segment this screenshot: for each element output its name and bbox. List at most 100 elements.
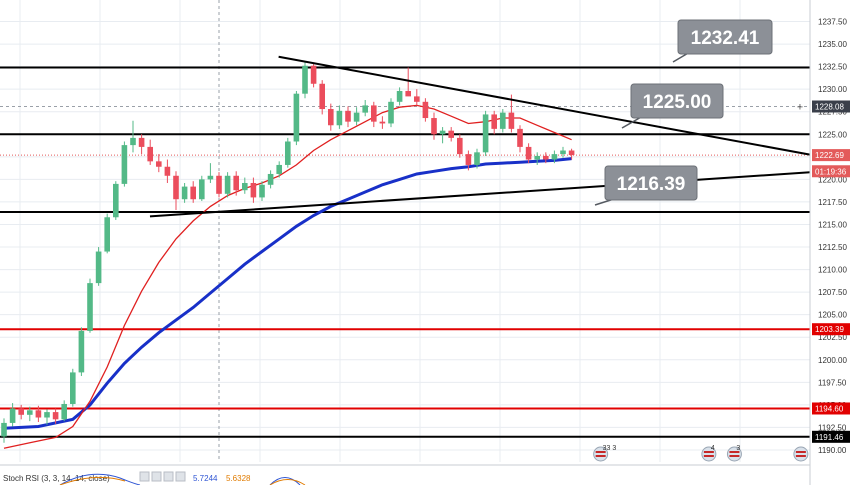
crosshair: [0, 0, 810, 462]
candle-body: [233, 175, 239, 191]
candle-body: [517, 128, 523, 147]
price-tick-label: 1237.50: [818, 18, 847, 27]
candle-body: [138, 137, 145, 147]
candle-body: [44, 412, 50, 418]
candle-body: [276, 164, 282, 174]
candle-body: [27, 410, 33, 415]
indicator-controls[interactable]: [139, 471, 186, 482]
trend-line[interactable]: [278, 55, 813, 157]
candle-body: [336, 110, 343, 126]
eye-icon[interactable]: [139, 471, 150, 482]
price-badge[interactable]: [812, 430, 850, 443]
candle-body: [1, 422, 7, 437]
candle-body: [431, 118, 437, 135]
us-flag-icon[interactable]: [701, 446, 717, 462]
price-tick-label: 1212.50: [818, 243, 847, 252]
stoch-k-line: [269, 477, 301, 485]
candle-body: [250, 182, 257, 198]
candle-body: [164, 166, 171, 176]
candle-body: [267, 173, 274, 185]
fast-moving-average-line: [3, 104, 572, 449]
candle-body: [190, 186, 196, 200]
candle-body: [113, 183, 119, 218]
indicator-header: Stoch RSI (3, 3, 14, 14, close) 5.7244 5…: [3, 471, 306, 485]
candle-body: [508, 112, 515, 129]
candle-body: [353, 112, 360, 122]
event-markers[interactable]: 33 3 4 3: [593, 445, 809, 462]
more-icon[interactable]: [175, 471, 186, 482]
candle-body: [18, 408, 24, 415]
stoch-d-line: [59, 476, 126, 485]
price-callout[interactable]: 1232.41: [672, 19, 773, 63]
candle-body: [156, 161, 162, 167]
candle-body: [525, 146, 532, 160]
event-marker[interactable]: 3: [726, 445, 742, 462]
price-tick-label: 1215.00: [818, 220, 847, 229]
price-tick-label: 1192.50: [818, 423, 847, 432]
flag-stripe: [703, 451, 714, 453]
price-badge[interactable]: [812, 323, 850, 336]
indicator-name: Stoch RSI (3, 3, 14, 14, close): [3, 474, 110, 483]
candle-body: [70, 372, 76, 404]
price-tick-label: 1210.00: [818, 266, 847, 275]
price-badge-label: 1222.69: [815, 151, 844, 160]
candle-body: [465, 154, 472, 165]
price-tick-label: 1202.50: [818, 333, 847, 342]
candle-body: [414, 96, 420, 102]
price-axis[interactable]: 1237.501235.001232.501230.001227.501225.…: [797, 0, 852, 485]
candle-body: [482, 114, 489, 153]
settings-icon[interactable]: [151, 471, 162, 482]
flag-stripe: [595, 451, 606, 453]
flag-stripe: [595, 455, 606, 457]
price-callouts[interactable]: 1232.41 1225.00 1216.39: [594, 19, 773, 206]
callout-box[interactable]: [630, 83, 724, 119]
candle-body: [259, 184, 265, 198]
add-alert-icon[interactable]: +: [797, 101, 803, 113]
remove-icon[interactable]: [163, 471, 174, 482]
candle-body: [388, 101, 394, 124]
candle-body: [319, 83, 325, 110]
candle-body: [457, 137, 463, 155]
event-marker[interactable]: 4: [701, 445, 717, 462]
event-marker[interactable]: 33 3: [593, 445, 617, 462]
callout-label: 1216.39: [617, 174, 686, 195]
candle-body: [405, 90, 411, 97]
price-tick-label: 1207.50: [818, 288, 847, 297]
price-tick-label: 1230.00: [818, 85, 847, 94]
price-badge[interactable]: [812, 402, 850, 415]
callout-box[interactable]: [677, 19, 773, 55]
price-callout[interactable]: 1225.00: [621, 83, 724, 129]
candle-body: [224, 175, 231, 194]
event-marker[interactable]: [793, 446, 809, 462]
candle-body: [104, 217, 110, 252]
price-tick-label: 1232.50: [818, 63, 847, 72]
us-flag-icon[interactable]: [726, 446, 742, 462]
candle-body: [52, 412, 59, 420]
indicator-value-d: 5.6328: [226, 474, 251, 483]
price-tick-label: 1200.00: [818, 356, 847, 365]
us-flag-icon[interactable]: [593, 446, 609, 462]
price-callout[interactable]: 1216.39: [594, 165, 698, 206]
flag-stripe: [703, 455, 714, 457]
price-tick-label: 1220.00: [818, 175, 847, 184]
trend-lines[interactable]: [149, 55, 813, 218]
candle-body: [474, 152, 480, 165]
price-badge-label: 1203.39: [815, 325, 844, 334]
price-tick-label: 1217.50: [818, 198, 847, 207]
candle-body: [207, 175, 214, 180]
flag-stripe: [729, 455, 740, 457]
price-badge[interactable]: [812, 149, 850, 162]
trend-line[interactable]: [149, 171, 813, 218]
us-flag-icon[interactable]: [793, 446, 809, 462]
price-badge[interactable]: [812, 165, 850, 178]
candle-body: [35, 410, 42, 418]
candle-body: [568, 150, 575, 156]
price-tick-label: 1235.00: [818, 40, 847, 49]
candle-body: [396, 90, 403, 102]
candle-body: [216, 175, 222, 194]
price-badge[interactable]: [812, 100, 850, 113]
horizontal-levels[interactable]: [0, 66, 810, 438]
callout-box[interactable]: [604, 165, 698, 201]
